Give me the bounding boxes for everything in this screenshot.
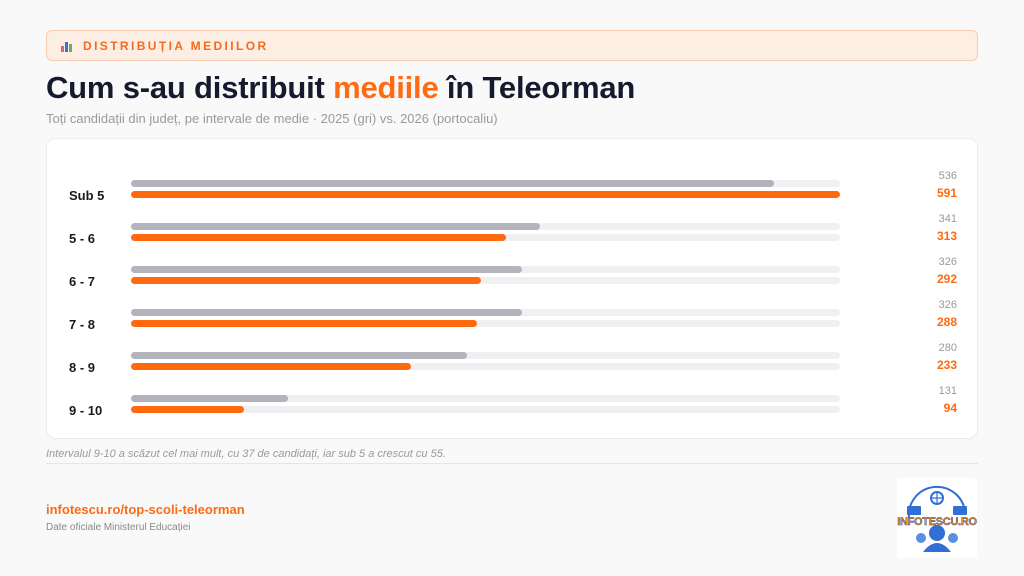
chart-card: Sub 5 536 591 5 - 6 341 313 6 - 7 326 292 7 - 8 32… — [46, 138, 978, 439]
bar-2025 — [131, 395, 289, 402]
bar-track-2025 — [131, 266, 840, 273]
bar-track-2026 — [131, 191, 840, 198]
title-part-1: Cum s-au distribuit — [46, 70, 334, 105]
category-label: 6 - 7 — [69, 274, 96, 289]
bar-track-2026 — [131, 234, 840, 241]
data-label-2026: 313 — [936, 229, 957, 243]
site-logo: INFOTESCU.RO — [897, 478, 977, 558]
bar-2025 — [131, 180, 775, 187]
data-label-2025: 326 — [938, 256, 957, 268]
data-label-2026: 591 — [936, 186, 957, 200]
bar-2025 — [131, 223, 541, 230]
chart-row: 6 - 7 326 292 — [47, 256, 977, 301]
bar-track-2026 — [131, 320, 840, 327]
bar-2025 — [131, 266, 523, 273]
bar-2026 — [131, 320, 477, 327]
bar-track-2025 — [131, 223, 840, 230]
data-label-2026: 292 — [936, 272, 957, 286]
data-label-2026: 288 — [936, 315, 957, 329]
data-label-2025: 131 — [938, 385, 957, 397]
bar-2025 — [131, 352, 467, 359]
logo-graphic — [907, 485, 967, 552]
bar-2026 — [131, 363, 411, 370]
bar-track-2025 — [131, 309, 840, 316]
bar-2026 — [131, 406, 244, 413]
data-label-2025: 536 — [938, 170, 957, 182]
chart-row: 7 - 8 326 288 — [47, 299, 977, 344]
divider — [46, 463, 978, 464]
data-label-2025: 341 — [938, 213, 957, 225]
bar-track-2026 — [131, 406, 840, 413]
data-label-2025: 326 — [938, 299, 957, 311]
section-tag: DISTRIBUȚIA MEDIILOR — [46, 30, 978, 61]
section-tag-label: DISTRIBUȚIA MEDIILOR — [83, 38, 269, 53]
bar-track-2025 — [131, 180, 840, 187]
data-source: Date oficiale Ministerul Educației — [46, 522, 191, 533]
title-part-2: în Teleorman — [438, 70, 636, 105]
chart-row: Sub 5 536 591 — [47, 170, 977, 215]
category-label: Sub 5 — [69, 188, 105, 203]
chart-row: 9 - 10 131 94 — [47, 385, 977, 430]
chart-row: 8 - 9 280 233 — [47, 342, 977, 387]
bar-2026 — [131, 234, 507, 241]
page-title: Cum s-au distribuit mediile în Teleorman — [46, 70, 635, 106]
page-subtitle: Toți candidații din județ, pe intervale … — [46, 111, 498, 126]
bar-2025 — [131, 309, 523, 316]
bar-track-2025 — [131, 352, 840, 359]
data-label-2025: 280 — [938, 342, 957, 354]
bar-2026 — [131, 191, 840, 198]
category-label: 9 - 10 — [69, 403, 103, 418]
bar-2026 — [131, 277, 482, 284]
category-label: 5 - 6 — [69, 231, 96, 246]
data-label-2026: 94 — [943, 401, 957, 415]
article-link[interactable]: infotescu.ro/top-scoli-teleorman — [46, 502, 245, 517]
title-highlight: mediile — [333, 70, 439, 105]
category-label: 8 - 9 — [69, 360, 96, 375]
bar-track-2026 — [131, 277, 840, 284]
data-label-2026: 233 — [936, 358, 957, 372]
bar-track-2025 — [131, 395, 840, 402]
category-label: 7 - 8 — [69, 317, 96, 332]
chart-row: 5 - 6 341 313 — [47, 213, 977, 258]
bar-chart-icon — [61, 40, 75, 52]
insight-note: Intervalul 9-10 a scăzut cel mai mult, c… — [46, 448, 446, 460]
bar-track-2026 — [131, 363, 840, 370]
logo-text: INFOTESCU.RO — [897, 516, 977, 528]
